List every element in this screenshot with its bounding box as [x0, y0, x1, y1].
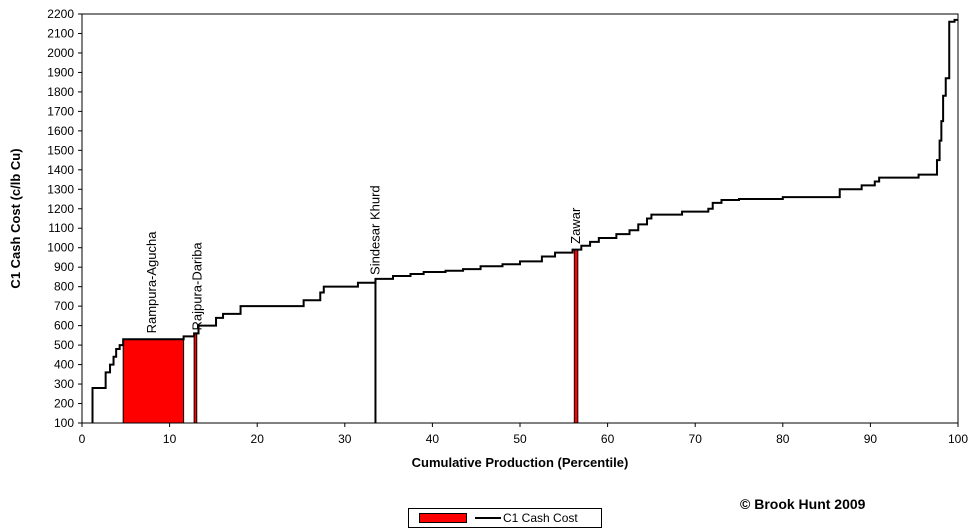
y-tick-label: 1000 — [47, 241, 74, 255]
y-tick-label: 1500 — [47, 143, 74, 157]
mine-annotation: Sindesar Khurd — [367, 185, 382, 275]
x-axis-title: Cumulative Production (Percentile) — [412, 455, 629, 470]
legend-line-swatch — [475, 517, 501, 519]
y-tick-label: 1800 — [47, 85, 74, 99]
y-tick-label: 1400 — [47, 163, 74, 177]
cash-cost-step-line — [91, 18, 958, 423]
cost-bar — [573, 249, 579, 424]
y-tick-label: 1700 — [47, 104, 74, 118]
x-axis: 0 10 20 30 40 50 60 70 80 90 100 — [79, 423, 968, 446]
y-tick-label: 500 — [54, 338, 74, 352]
mine-annotation: Zawar — [568, 207, 583, 244]
x-tick-label: 100 — [948, 432, 968, 446]
mine-annotation: Rampura-Agucha — [144, 231, 159, 334]
y-tick-label: 300 — [54, 377, 74, 391]
y-tick-label: 2000 — [47, 46, 74, 60]
legend-bar-swatch — [419, 513, 467, 523]
plot-frame — [81, 13, 959, 424]
y-tick-label: 2100 — [47, 26, 74, 40]
x-tick-label: 60 — [601, 432, 615, 446]
x-tick-label: 40 — [426, 432, 440, 446]
y-tick-label: 900 — [54, 260, 74, 274]
y-tick-label: 800 — [54, 280, 74, 294]
x-tick-label: 80 — [776, 432, 790, 446]
y-tick-label: 600 — [54, 319, 74, 333]
bars-layer — [122, 249, 579, 424]
y-tick-label: 1600 — [47, 124, 74, 138]
y-tick-label: 1900 — [47, 65, 74, 79]
cost-bar — [122, 338, 185, 424]
copyright-notice: © Brook Hunt 2009 — [740, 496, 866, 512]
x-tick-label: 50 — [513, 432, 527, 446]
x-tick-label: 10 — [163, 432, 177, 446]
line-layer — [91, 18, 958, 423]
y-tick-label: 200 — [54, 397, 74, 411]
legend-label: C1 Cash Cost — [503, 511, 578, 525]
x-tick-label: 20 — [251, 432, 265, 446]
y-axis-title: C1 Cash Cost (c/lb Cu) — [8, 148, 23, 288]
annotations-layer: Rampura-Agucha Rajpura-Dariba Sindesar Khu… — [144, 185, 583, 333]
y-tick-label: 1200 — [47, 202, 74, 216]
y-tick-label: 1300 — [47, 182, 74, 196]
y-axis: 100 200 300 400 500 600 700 800 900 1000 1100 1200 1… — [47, 7, 82, 430]
y-tick-label: 100 — [54, 416, 74, 430]
cost-bar — [193, 332, 198, 424]
x-tick-label: 30 — [338, 432, 352, 446]
legend: C1 Cash Cost — [408, 508, 602, 528]
y-tick-label: 700 — [54, 299, 74, 313]
y-tick-label: 2200 — [47, 7, 74, 21]
y-tick-label: 1100 — [48, 221, 74, 235]
x-tick-label: 90 — [864, 432, 878, 446]
y-tick-label: 400 — [54, 358, 74, 372]
mine-annotation: Rajpura-Dariba — [190, 242, 205, 331]
x-tick-label: 0 — [79, 432, 86, 446]
x-tick-label: 70 — [689, 432, 703, 446]
